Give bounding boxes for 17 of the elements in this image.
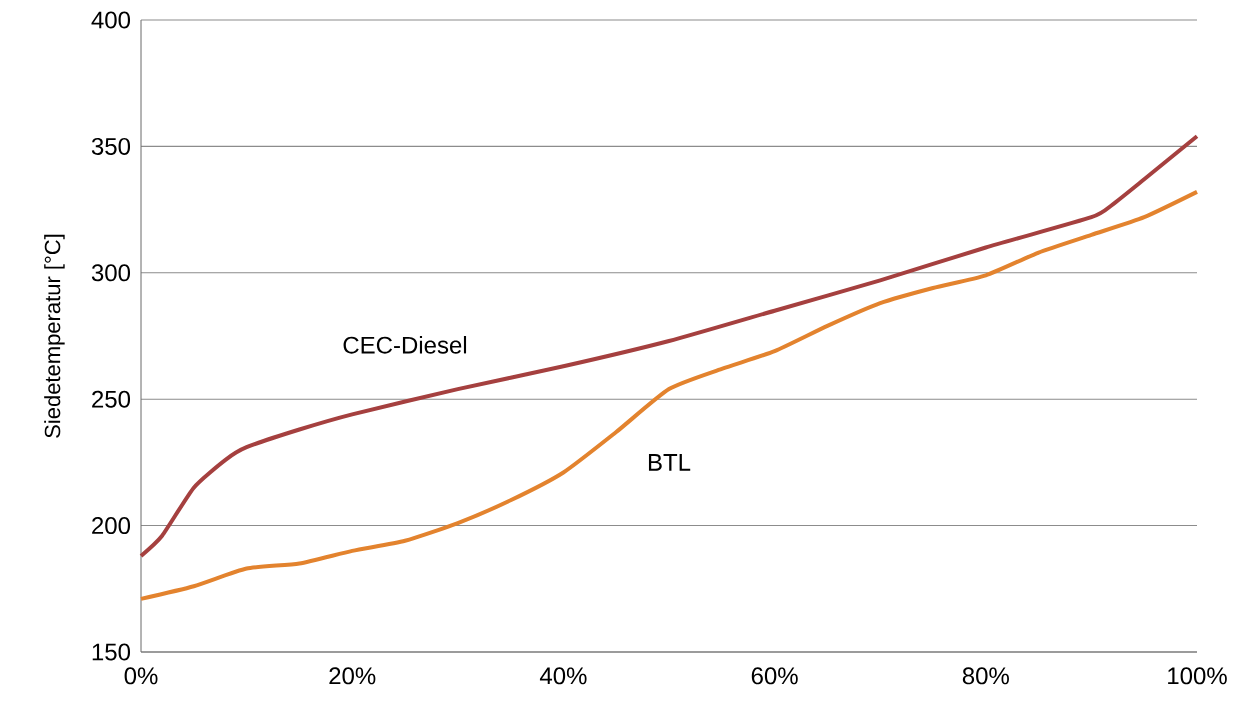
series-label: BTL bbox=[648, 454, 691, 471]
x-tick-label: 100% bbox=[1168, 667, 1227, 685]
x-tick-label: 20% bbox=[329, 667, 376, 685]
y-tick-label: 150 bbox=[92, 643, 131, 661]
x-tick-label: 0% bbox=[124, 667, 158, 685]
x-tick-label: 80% bbox=[962, 667, 1009, 685]
y-tick-label: 200 bbox=[92, 517, 131, 535]
line-series bbox=[139, 189, 1199, 601]
y-tick-label: 250 bbox=[92, 390, 131, 408]
line-series bbox=[139, 134, 1199, 558]
y-axis-title: Siedetemperatur [°C] bbox=[44, 234, 65, 438]
y-tick-label: 350 bbox=[91, 137, 131, 155]
y-tick-label: 300 bbox=[91, 264, 131, 282]
series-label: CEC-Diesel bbox=[343, 336, 467, 354]
y-tick-label: 400 bbox=[91, 11, 131, 29]
x-tick-label: 60% bbox=[751, 667, 798, 685]
x-tick-label: 40% bbox=[539, 667, 587, 685]
